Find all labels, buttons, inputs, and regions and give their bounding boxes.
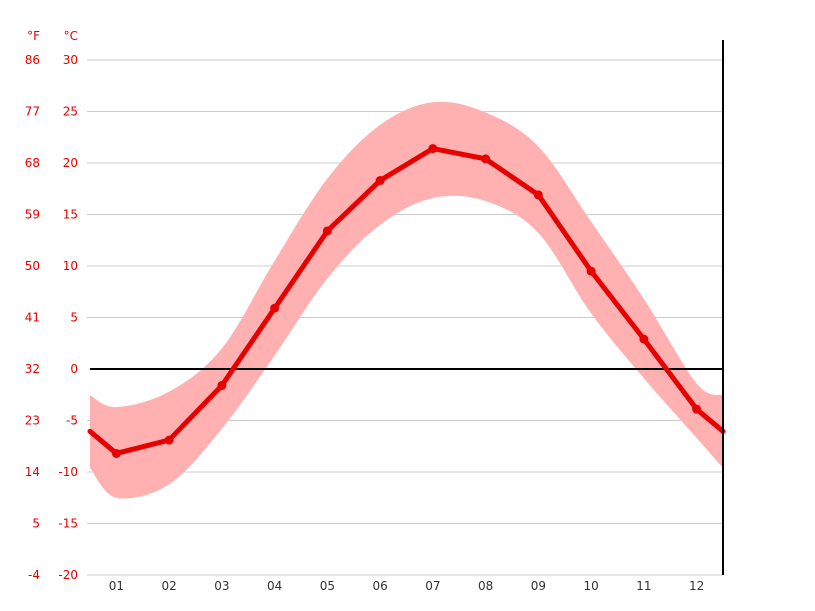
- celsius-tick-label: 30: [63, 53, 78, 67]
- celsius-tick-label: -15: [58, 517, 78, 531]
- celsius-tick-label: 5: [70, 311, 78, 325]
- fahrenheit-tick-label: 77: [25, 105, 40, 119]
- data-point-06: [375, 176, 385, 186]
- celsius-tick-label: -10: [58, 465, 78, 479]
- data-point-02: [164, 435, 174, 445]
- temperature-range-band: [90, 101, 723, 499]
- fahrenheit-tick-label: 59: [25, 208, 40, 222]
- month-label-12: 12: [689, 579, 704, 593]
- data-point-01: [111, 448, 121, 458]
- data-point-09: [533, 190, 543, 200]
- month-label-05: 05: [320, 579, 335, 593]
- fahrenheit-tick-label: -4: [28, 568, 40, 582]
- fahrenheit-tick-label: 68: [25, 156, 40, 170]
- month-label-07: 07: [425, 579, 440, 593]
- month-label-06: 06: [372, 579, 387, 593]
- month-label-10: 10: [583, 579, 598, 593]
- month-label-03: 03: [214, 579, 229, 593]
- month-label-11: 11: [636, 579, 651, 593]
- celsius-tick-label: 10: [63, 259, 78, 273]
- data-point-10: [586, 266, 596, 276]
- data-point-08: [481, 154, 491, 164]
- fahrenheit-tick-label: 50: [25, 259, 40, 273]
- month-label-09: 09: [531, 579, 546, 593]
- fahrenheit-tick-label: 86: [25, 53, 40, 67]
- data-point-12: [692, 404, 702, 414]
- data-point-03: [217, 380, 227, 390]
- month-label-01: 01: [109, 579, 124, 593]
- celsius-tick-label: 25: [63, 105, 78, 119]
- celsius-tick-label: -5: [66, 414, 78, 428]
- data-point-04: [270, 303, 280, 313]
- fahrenheit-tick-label: 41: [25, 311, 40, 325]
- month-label-02: 02: [161, 579, 176, 593]
- celsius-tick-label: 15: [63, 208, 78, 222]
- fahrenheit-tick-label: 5: [32, 517, 40, 531]
- celsius-tick-label: -20: [58, 568, 78, 582]
- data-point-07: [428, 144, 438, 154]
- data-point-05: [322, 226, 332, 236]
- fahrenheit-tick-label: 14: [25, 465, 40, 479]
- data-point-11: [639, 334, 649, 344]
- mean-temperature-line: [87, 146, 726, 456]
- month-label-08: 08: [478, 579, 493, 593]
- fahrenheit-tick-label: 23: [25, 414, 40, 428]
- month-label-04: 04: [267, 579, 282, 593]
- celsius-tick-label: 20: [63, 156, 78, 170]
- celsius-tick-label: 0: [70, 362, 78, 376]
- fahrenheit-tick-label: 32: [25, 362, 40, 376]
